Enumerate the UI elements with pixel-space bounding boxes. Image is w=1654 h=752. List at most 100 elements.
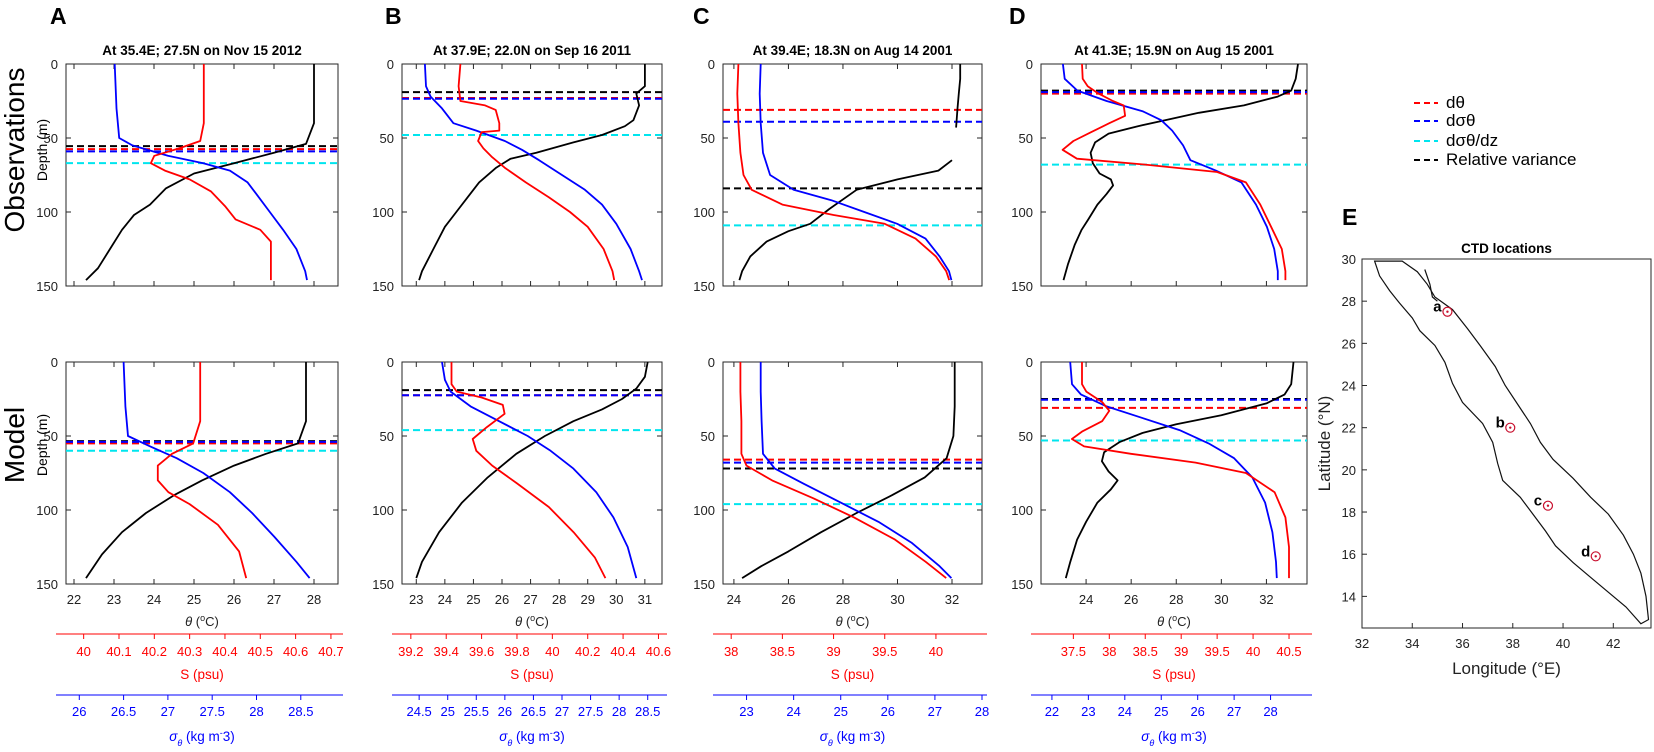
salinity-tick-label: 40 (76, 644, 90, 659)
depth-tick-label: 150 (1011, 279, 1033, 294)
panel-c: At 39.4E; 18.3N on Aug 14 20010501001500… (693, 43, 989, 748)
salinity-tick-label: 39.5 (872, 644, 897, 659)
theta-tick-label: 30 (609, 592, 623, 607)
salinity-profile (1071, 362, 1290, 579)
sigma-tick-label: 25 (1154, 704, 1168, 719)
theta-tick-label: 32 (1259, 592, 1273, 607)
map-panel: CTD locations 32 34 36 38 40 42 14 16 18 20 22 24 26 2… (1315, 241, 1652, 678)
sigma-tick-label: 28.5 (635, 704, 660, 719)
theta-tick-label: 25 (466, 592, 480, 607)
depth-tick-label: 100 (36, 205, 58, 220)
sigma-tick-label: 27.5 (578, 704, 603, 719)
salinity-tick-label: 37.5 (1061, 644, 1086, 659)
station-marker (1590, 551, 1601, 562)
salinity-tick-label: 40.6 (283, 644, 308, 659)
theta-axis-label: θ (oC) (515, 613, 549, 629)
salinity-profile (739, 362, 947, 579)
sigma-tick-label: 27 (928, 704, 942, 719)
salinity-profile (156, 362, 248, 579)
sigma-profile (758, 63, 953, 281)
sigma-profile (759, 362, 953, 579)
depth-tick-label: 150 (36, 577, 58, 592)
salinity-tick-label: 40.4 (212, 644, 237, 659)
depth-tick-label: 0 (708, 57, 715, 72)
theta-tick-label: 24 (1079, 592, 1093, 607)
depth-tick-label: 150 (693, 577, 715, 592)
depth-tick-label: 50 (1019, 429, 1033, 444)
profile-panels: At 35.4E; 27.5N on Nov 15 20120501001500… (36, 43, 1312, 748)
theta-tick-label: 31 (638, 592, 652, 607)
theta-tick-label: 26 (495, 592, 509, 607)
lat-tick-label: 22 (1342, 421, 1356, 436)
theta-profile (85, 362, 307, 579)
depth-tick-label: 50 (701, 429, 715, 444)
map-title: CTD locations (1461, 241, 1552, 256)
axes-model: 0 50 100 150 22 23 24 25 26 27 28 (36, 355, 339, 607)
depth-label-model: Depth (m) (34, 414, 50, 476)
legend-label-stratification: dσθ/dz (1446, 131, 1498, 150)
axes-box (401, 361, 663, 585)
axes-observations: 0 50 100 150 (372, 57, 663, 294)
lat-tick-label: 26 (1342, 336, 1356, 351)
sigma-axis-label: σθ (kg m-3) (1141, 728, 1207, 748)
station-marker (1505, 422, 1516, 433)
sigma-tick-label: 26.5 (111, 704, 136, 719)
panel-letter-a: A (50, 3, 67, 29)
salinity-tick-label: 39 (826, 644, 840, 659)
salinity-tick-label: 40.7 (318, 644, 343, 659)
station-marker (1442, 306, 1453, 317)
depth-tick-label: 150 (1011, 577, 1033, 592)
panel-b: At 37.9E; 22.0N on Sep 16 20110501001500… (372, 43, 671, 748)
sigma-tick-label: 28 (975, 704, 989, 719)
station-marker (1542, 500, 1554, 511)
salinity-profile (736, 63, 951, 281)
salinity-tick-label: 40.1 (106, 644, 131, 659)
salinity-profile (450, 362, 607, 579)
theta-profile (955, 64, 962, 128)
salinity-tick-label: 39.8 (504, 644, 529, 659)
sigma-profile (122, 361, 311, 579)
salinity-tick-label: 40.2 (142, 644, 167, 659)
salinity-tick-label: 39.5 (1204, 644, 1229, 659)
map-ylabel: Latitude (°N) (1315, 396, 1334, 492)
theta-tick-label: 25 (187, 592, 201, 607)
depth-tick-label: 100 (693, 503, 715, 518)
theta-axis-label: θ (oC) (185, 613, 219, 629)
lat-tick-label: 30 (1342, 252, 1356, 267)
axes-box (65, 361, 339, 585)
panel-title: At 35.4E; 27.5N on Nov 15 2012 (102, 43, 302, 58)
theta-profile (85, 64, 315, 281)
salinity-tick-label: 40 (1246, 644, 1260, 659)
salinity-profile (149, 64, 272, 281)
lon-tick-label: 38 (1506, 636, 1520, 651)
axes-model: 0 50 100 150 24 26 28 30 32 (693, 355, 983, 607)
depth-tick-label: 50 (380, 131, 394, 146)
sigma-tick-label: 27 (1227, 704, 1241, 719)
station-marker-center (1594, 555, 1597, 558)
legend-label-dtheta: dθ (1446, 93, 1465, 112)
salinity-axis-label: S (psu) (180, 667, 224, 682)
theta-axis-label: θ (oC) (836, 613, 870, 629)
map-axes-box (1361, 258, 1652, 629)
theta-tick-label: 30 (890, 592, 904, 607)
station-label: c (1534, 493, 1542, 510)
salinity-tick-label: 40.3 (177, 644, 202, 659)
lat-tick-label: 24 (1342, 379, 1356, 394)
axes-model: 0 50 100 150 23 24 25 26 27 28 29 30 31 (372, 355, 663, 607)
sigma-tick-label: 25 (440, 704, 454, 719)
theta-tick-label: 27 (523, 592, 537, 607)
theta-tick-label: 29 (580, 592, 594, 607)
theta-tick-label: 28 (552, 592, 566, 607)
sigma-tick-label: 26.5 (521, 704, 546, 719)
lon-tick-label: 32 (1355, 636, 1369, 651)
depth-tick-label: 150 (372, 577, 394, 592)
lon-tick-label: 34 (1405, 636, 1419, 651)
salinity-tick-label: 40.2 (575, 644, 600, 659)
theta-tick-label: 30 (1214, 592, 1228, 607)
depth-tick-label: 100 (1011, 205, 1033, 220)
panel-letter-e: E (1342, 204, 1357, 230)
sigma-tick-label: 24 (786, 704, 800, 719)
axes-observations: 0 50 100 150 (1011, 57, 1308, 294)
theta-tick-label: 26 (227, 592, 241, 607)
axes-box (722, 361, 983, 585)
